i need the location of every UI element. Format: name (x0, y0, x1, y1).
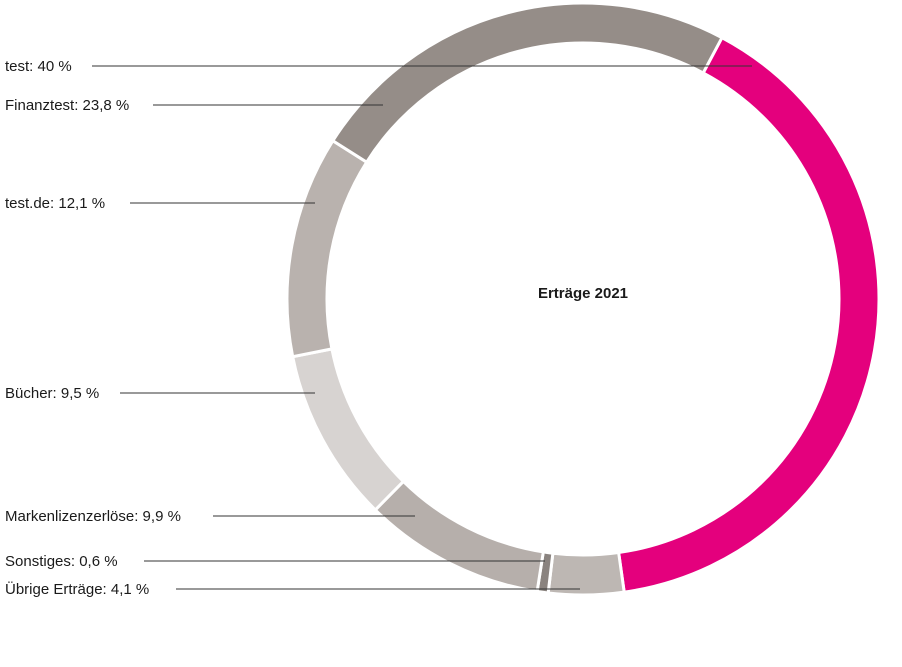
slice-finanztest (330, 1, 724, 165)
slice-label: Markenlizenzerlöse: 9,9 % (5, 508, 181, 525)
slice-markenlizenzerlöse (373, 479, 546, 594)
slice-label: Finanztest: 23,8 % (5, 97, 129, 114)
slice-label: test: 40 % (5, 58, 72, 75)
slice-label: Sonstiges: 0,6 % (5, 553, 118, 570)
slice-label: Bücher: 9,5 % (5, 385, 99, 402)
slice-bücher (290, 347, 406, 513)
chart-title: Erträge 2021 (538, 285, 628, 302)
slice-test-de (285, 138, 369, 359)
slice-label: test.de: 12,1 % (5, 195, 105, 212)
slice-label: Übrige Erträge: 4,1 % (5, 580, 149, 598)
slice-test (616, 35, 881, 594)
